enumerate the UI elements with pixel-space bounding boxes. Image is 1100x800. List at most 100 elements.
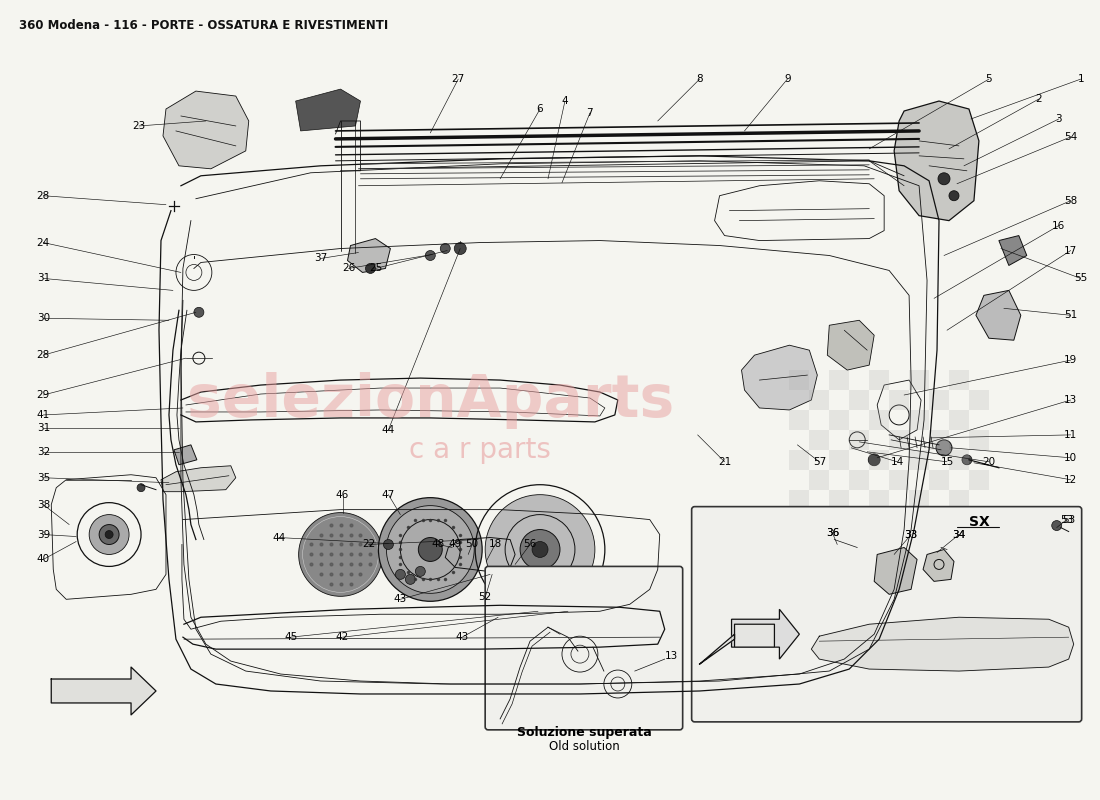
- Circle shape: [485, 494, 595, 604]
- Bar: [849, 470, 869, 490]
- Circle shape: [378, 498, 482, 602]
- Text: 43: 43: [394, 594, 407, 604]
- Text: 16: 16: [1052, 221, 1065, 230]
- Text: 12: 12: [1064, 474, 1077, 485]
- Bar: [949, 450, 969, 470]
- Text: 44: 44: [272, 533, 285, 542]
- Bar: [949, 410, 969, 430]
- Bar: [810, 510, 829, 530]
- Text: 14: 14: [891, 457, 904, 466]
- Text: 11: 11: [1064, 430, 1077, 440]
- Text: 36: 36: [826, 527, 839, 538]
- Text: 25: 25: [368, 263, 382, 274]
- Text: 30: 30: [36, 314, 50, 323]
- Text: 10: 10: [1064, 453, 1077, 462]
- Text: 4: 4: [562, 96, 569, 106]
- Bar: [829, 370, 849, 390]
- Text: 48: 48: [431, 539, 444, 550]
- Text: 32: 32: [36, 447, 50, 457]
- Bar: [790, 370, 810, 390]
- Text: 15: 15: [940, 457, 954, 466]
- Text: Old solution: Old solution: [549, 740, 619, 754]
- Polygon shape: [161, 466, 235, 492]
- Bar: [829, 490, 849, 510]
- Text: 24: 24: [36, 238, 50, 247]
- Text: 20: 20: [982, 457, 996, 466]
- Circle shape: [962, 455, 972, 465]
- Circle shape: [868, 454, 880, 466]
- Bar: [949, 490, 969, 510]
- Circle shape: [395, 570, 406, 579]
- Bar: [849, 510, 869, 530]
- Bar: [909, 490, 929, 510]
- Text: 40: 40: [36, 554, 50, 565]
- Text: 360 Modena - 116 - PORTE - OSSATURA E RIVESTIMENTI: 360 Modena - 116 - PORTE - OSSATURA E RI…: [20, 19, 388, 32]
- Text: 1: 1: [1077, 74, 1084, 84]
- Text: 21: 21: [718, 457, 732, 466]
- Bar: [869, 410, 889, 430]
- Text: 31: 31: [36, 274, 50, 283]
- Polygon shape: [700, 624, 774, 664]
- Text: c a r parts: c a r parts: [409, 436, 551, 464]
- Circle shape: [1052, 521, 1062, 530]
- Text: 26: 26: [342, 263, 355, 274]
- Bar: [869, 490, 889, 510]
- Text: 2: 2: [1035, 94, 1042, 104]
- Text: 55: 55: [1074, 274, 1087, 283]
- Text: 22: 22: [362, 539, 375, 550]
- Polygon shape: [174, 445, 197, 465]
- Text: 45: 45: [284, 632, 297, 642]
- Text: 9: 9: [784, 74, 791, 84]
- Bar: [889, 390, 909, 410]
- Bar: [829, 450, 849, 470]
- Circle shape: [949, 190, 959, 201]
- Text: 41: 41: [36, 410, 50, 420]
- Text: 49: 49: [449, 539, 462, 550]
- Circle shape: [418, 538, 442, 562]
- Circle shape: [106, 530, 113, 538]
- Circle shape: [386, 506, 474, 594]
- Bar: [969, 510, 989, 530]
- Bar: [790, 410, 810, 430]
- Text: 53: 53: [1063, 514, 1076, 525]
- FancyBboxPatch shape: [485, 566, 683, 730]
- Text: 34: 34: [953, 530, 966, 539]
- Text: 28: 28: [36, 190, 50, 201]
- Text: 39: 39: [36, 530, 50, 539]
- Bar: [930, 390, 949, 410]
- Polygon shape: [348, 238, 390, 273]
- Bar: [810, 430, 829, 450]
- Circle shape: [532, 542, 548, 558]
- Polygon shape: [732, 610, 800, 659]
- Circle shape: [520, 530, 560, 570]
- Circle shape: [406, 574, 416, 584]
- Polygon shape: [894, 101, 979, 221]
- Circle shape: [938, 173, 950, 185]
- Text: 3: 3: [1055, 114, 1061, 124]
- Circle shape: [440, 243, 450, 254]
- Circle shape: [384, 539, 394, 550]
- Circle shape: [298, 513, 383, 596]
- Text: 6: 6: [537, 104, 543, 114]
- Text: 58: 58: [1064, 196, 1077, 206]
- Polygon shape: [827, 320, 875, 370]
- Text: 31: 31: [36, 423, 50, 433]
- Text: 19: 19: [1064, 355, 1077, 365]
- Bar: [889, 510, 909, 530]
- Bar: [930, 430, 949, 450]
- Bar: [909, 450, 929, 470]
- Text: 27: 27: [452, 74, 465, 84]
- Polygon shape: [812, 618, 1074, 671]
- Bar: [889, 470, 909, 490]
- Polygon shape: [163, 91, 249, 169]
- Polygon shape: [923, 550, 954, 582]
- Text: 47: 47: [382, 490, 395, 500]
- FancyBboxPatch shape: [692, 506, 1081, 722]
- Circle shape: [454, 242, 466, 254]
- Text: 8: 8: [696, 74, 703, 84]
- Circle shape: [365, 263, 375, 274]
- Bar: [849, 430, 869, 450]
- Circle shape: [89, 514, 129, 554]
- Bar: [930, 470, 949, 490]
- Text: 35: 35: [36, 473, 50, 482]
